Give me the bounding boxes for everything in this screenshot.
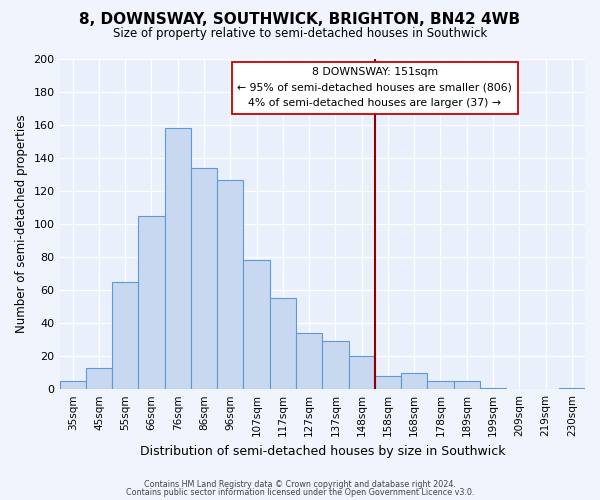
Bar xyxy=(270,298,296,389)
Text: Size of property relative to semi-detached houses in Southwick: Size of property relative to semi-detach… xyxy=(113,28,487,40)
Bar xyxy=(559,388,585,389)
Bar xyxy=(322,342,349,389)
Text: Contains public sector information licensed under the Open Government Licence v3: Contains public sector information licen… xyxy=(126,488,474,497)
Bar xyxy=(427,381,454,389)
Text: Contains HM Land Registry data © Crown copyright and database right 2024.: Contains HM Land Registry data © Crown c… xyxy=(144,480,456,489)
Text: 8, DOWNSWAY, SOUTHWICK, BRIGHTON, BN42 4WB: 8, DOWNSWAY, SOUTHWICK, BRIGHTON, BN42 4… xyxy=(79,12,521,28)
Bar xyxy=(296,333,322,389)
Bar xyxy=(217,180,244,389)
Bar xyxy=(349,356,375,389)
Bar xyxy=(86,368,112,389)
Y-axis label: Number of semi-detached properties: Number of semi-detached properties xyxy=(15,115,28,334)
Bar xyxy=(59,381,86,389)
Bar xyxy=(191,168,217,389)
Bar xyxy=(112,282,139,389)
Text: 8 DOWNSWAY: 151sqm
← 95% of semi-detached houses are smaller (806)
4% of semi-de: 8 DOWNSWAY: 151sqm ← 95% of semi-detache… xyxy=(238,68,512,108)
X-axis label: Distribution of semi-detached houses by size in Southwick: Distribution of semi-detached houses by … xyxy=(140,444,505,458)
Bar xyxy=(480,388,506,389)
Bar xyxy=(244,260,270,389)
Bar xyxy=(375,376,401,389)
Bar xyxy=(454,381,480,389)
Bar xyxy=(139,216,164,389)
Bar xyxy=(164,128,191,389)
Bar xyxy=(401,372,427,389)
